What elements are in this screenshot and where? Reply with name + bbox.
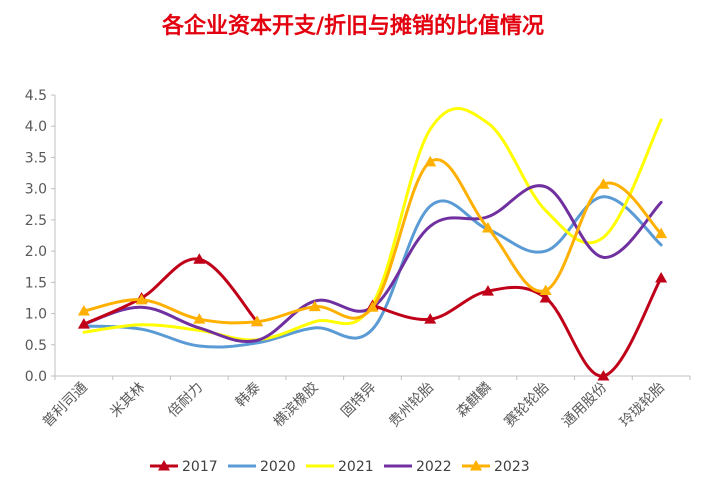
- y-tick-label: 3.0: [25, 182, 47, 198]
- data-point-2023: [251, 315, 264, 327]
- data-point-2023: [424, 155, 437, 167]
- legend-label: 2017: [182, 459, 218, 475]
- y-tick-label: 3.5: [25, 150, 47, 166]
- data-point-2023: [77, 305, 90, 316]
- legend-swatch-marker: [158, 460, 170, 471]
- x-tick-label: 米其林: [107, 380, 148, 421]
- series-line-2022: [82, 184, 663, 344]
- x-tick-label: 横滨橡胶: [270, 379, 322, 431]
- x-tick-label: 普利司通: [40, 380, 91, 431]
- data-point-2017: [481, 285, 494, 296]
- data-point-2023: [481, 222, 494, 233]
- legend-label: 2023: [494, 459, 530, 475]
- chart-title: 各企业资本开支/折旧与摊销的比值情况: [161, 14, 545, 39]
- data-point-2017: [539, 291, 552, 303]
- x-tick-label: 贵州轮胎: [386, 380, 437, 431]
- data-point-2023: [193, 313, 206, 324]
- legend-swatch-marker: [470, 460, 482, 471]
- data-point-2023: [597, 178, 610, 189]
- x-tick-label: 韩泰: [233, 380, 264, 411]
- data-point-2017: [193, 253, 206, 264]
- y-tick-label: 2.5: [25, 213, 47, 229]
- x-tick-label: 通用股份: [559, 380, 610, 431]
- data-point-2023: [539, 284, 552, 295]
- series-line-2020: [82, 195, 663, 349]
- data-point-2023: [308, 300, 321, 312]
- y-tick-label: 1.0: [25, 307, 47, 323]
- data-point-2023: [655, 227, 668, 239]
- data-point-2017: [424, 313, 437, 324]
- y-tick-label: 2.0: [25, 244, 47, 260]
- x-tick-label: 森麒麟: [454, 380, 495, 421]
- data-point-2017: [77, 318, 90, 329]
- y-tick-label: 4.0: [25, 119, 47, 135]
- y-tick-label: 0.5: [25, 338, 47, 354]
- x-tick-label: 赛轮轮胎: [502, 380, 553, 431]
- legend-label: 2020: [260, 459, 296, 475]
- legend-label: 2021: [338, 459, 374, 475]
- data-point-2017: [655, 271, 668, 283]
- series-line-2017: [82, 257, 259, 326]
- data-point-2017: [597, 370, 610, 381]
- legend-label: 2022: [416, 459, 452, 475]
- y-tick-label: 1.5: [25, 275, 47, 291]
- data-point-2023: [135, 293, 148, 305]
- x-tick-label: 玲珑轮胎: [617, 380, 668, 431]
- y-tick-label: 0.0: [25, 369, 47, 385]
- x-tick-label: 固特异: [338, 380, 379, 421]
- y-tick-label: 4.5: [25, 88, 47, 104]
- series-line-2017: [371, 276, 663, 378]
- x-tick-label: 倍耐力: [165, 380, 206, 421]
- data-point-2023: [366, 301, 379, 312]
- series-line-2023: [82, 158, 663, 325]
